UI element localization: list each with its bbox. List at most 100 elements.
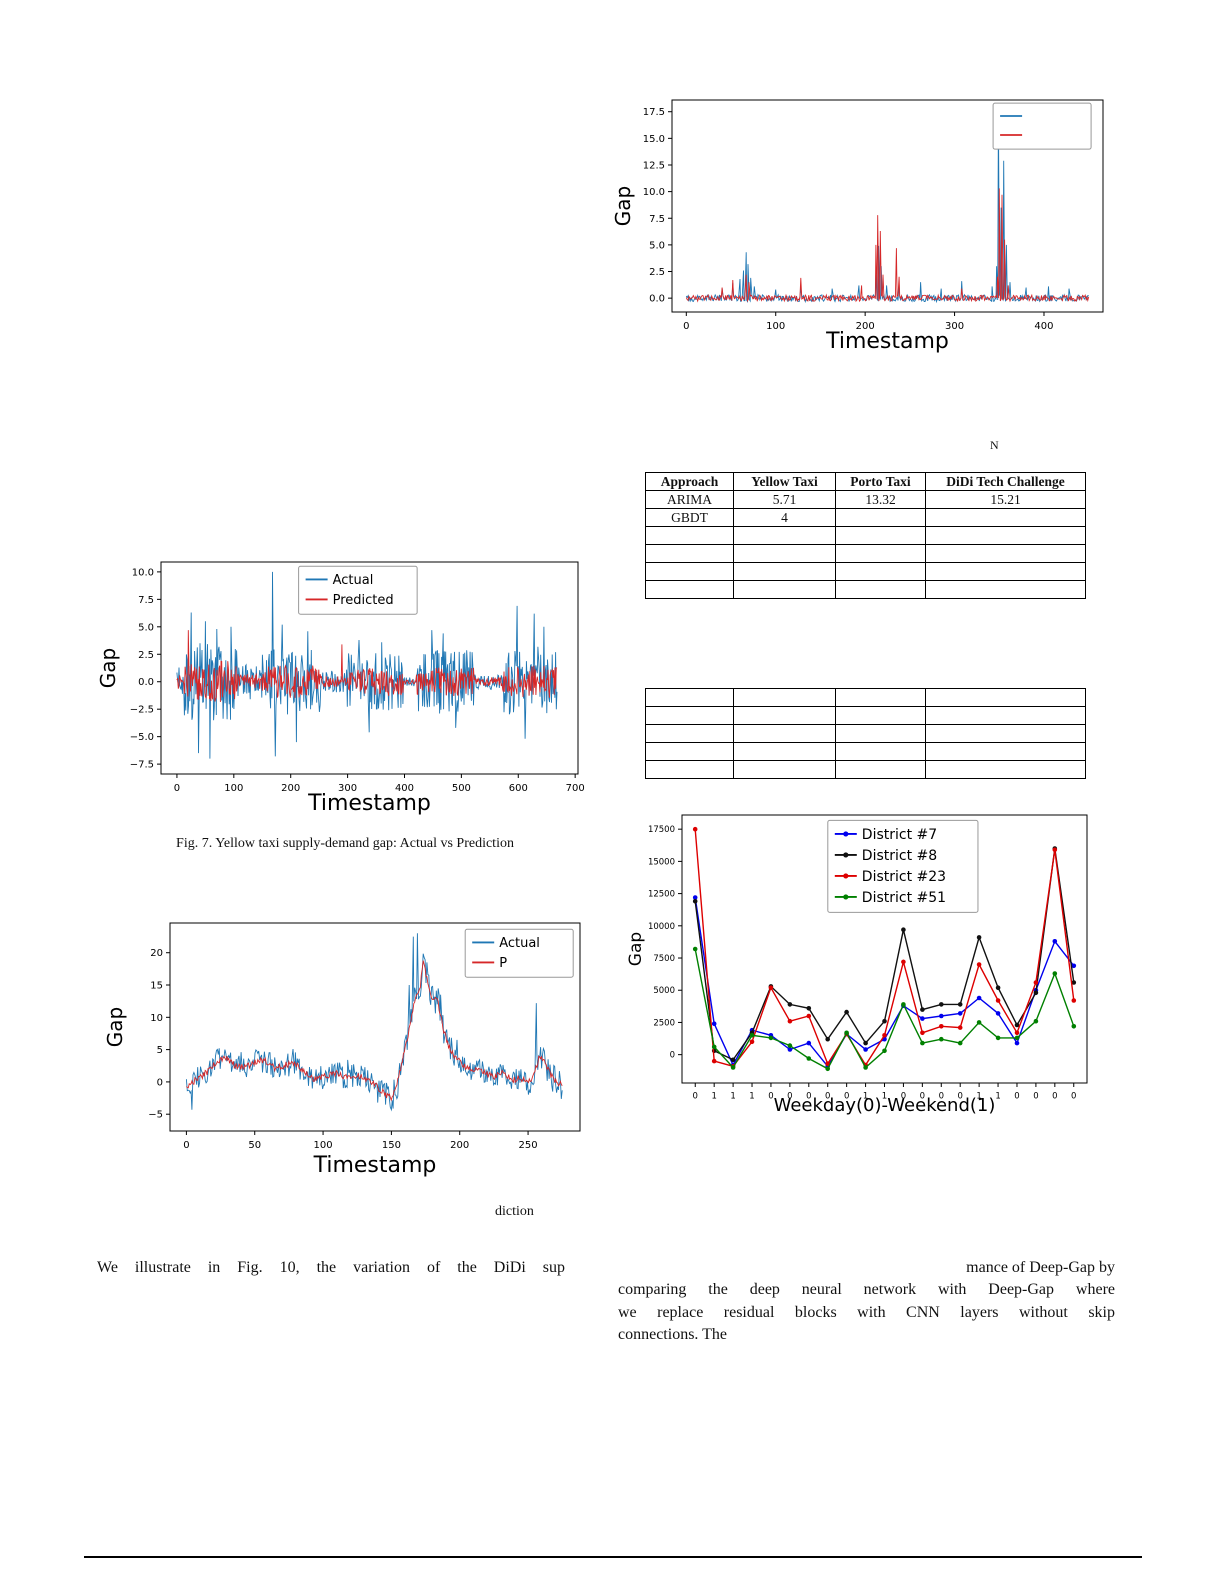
svg-text:Actual: Actual [499, 936, 540, 951]
table-header-row: Approach Yellow Taxi Porto Taxi DiDi Tech C… [645, 472, 1086, 491]
svg-text:200: 200 [450, 1140, 469, 1151]
table-cell: 13.32 [835, 490, 926, 509]
paragraph-line: connections. The [618, 1326, 728, 1344]
svg-text:0: 0 [693, 1092, 698, 1102]
svg-text:600: 600 [509, 783, 528, 794]
table-cell [925, 544, 1086, 563]
table-row [645, 562, 1086, 581]
table-row [645, 742, 1086, 761]
svg-text:1: 1 [995, 1092, 1000, 1102]
table-header-cell: Approach [645, 472, 734, 491]
svg-text:0: 0 [157, 1077, 163, 1088]
table-cell [733, 742, 836, 761]
table-row: GBDT 4 [645, 508, 1086, 527]
svg-text:−5: −5 [148, 1110, 163, 1121]
svg-text:0.0: 0.0 [138, 677, 154, 688]
table-cell [925, 562, 1086, 581]
right-column-paragraph: mance of Deep-Gap by comparing the deep … [618, 1257, 1115, 1347]
table-cell [733, 688, 836, 707]
table-header-cell: Yellow Taxi [733, 472, 836, 491]
svg-text:Gap: Gap [626, 932, 646, 966]
svg-text:10.0: 10.0 [643, 187, 665, 198]
table-cell: GBDT [645, 508, 734, 527]
table-cell [835, 526, 926, 545]
svg-text:1: 1 [730, 1092, 735, 1102]
svg-text:Actual: Actual [333, 573, 374, 588]
districts-gap-figure: 0 1 1 1 0 0 0 0 0 1 1 0 0 0 0 1 1 0 0 0 0 0 2500 5000 7500 10000 1… [625, 805, 1102, 1117]
svg-text:5.0: 5.0 [138, 622, 154, 633]
svg-text:12.5: 12.5 [643, 160, 665, 171]
svg-text:10000: 10000 [648, 922, 675, 932]
svg-text:100: 100 [314, 1140, 333, 1151]
table-cell [645, 760, 734, 779]
svg-text:0: 0 [1071, 1092, 1076, 1102]
partial-caption-fragment: diction [495, 1204, 534, 1219]
table-cell: 4 [733, 508, 836, 527]
table-cell [645, 742, 734, 761]
svg-text:250: 250 [519, 1140, 538, 1151]
svg-text:17500: 17500 [648, 825, 675, 835]
svg-text:7500: 7500 [653, 954, 675, 964]
svg-text:Predicted: Predicted [333, 593, 394, 608]
svg-text:District #51: District #51 [862, 890, 946, 906]
table-row: ARIMA 5.71 13.32 15.21 [645, 490, 1086, 509]
table-cell [645, 688, 734, 707]
svg-text:District #7: District #7 [862, 827, 937, 843]
table-row [645, 760, 1086, 779]
svg-text:0: 0 [901, 1092, 906, 1102]
svg-text:−5.0: −5.0 [130, 732, 154, 743]
svg-text:0.0: 0.0 [649, 294, 665, 305]
svg-text:0: 0 [787, 1092, 792, 1102]
svg-text:1: 1 [749, 1092, 754, 1102]
svg-text:Timestamp: Timestamp [307, 791, 431, 816]
fig7-yellow-taxi-gap-figure: 0 100 200 300 400 500 600 700 10.0 7.5 5.0 2.5 0.0 −2… [95, 552, 595, 816]
svg-text:1: 1 [863, 1092, 868, 1102]
svg-text:15: 15 [150, 981, 163, 992]
svg-text:1: 1 [711, 1092, 716, 1102]
svg-text:2500: 2500 [653, 1018, 675, 1028]
table-cell [925, 706, 1086, 725]
table-cell [645, 544, 734, 563]
svg-text:P: P [499, 956, 507, 971]
svg-text:12500: 12500 [648, 890, 675, 900]
svg-text:0: 0 [825, 1092, 830, 1102]
table-cell [645, 562, 734, 581]
table-cell [835, 706, 926, 725]
svg-text:Timestamp: Timestamp [313, 1153, 437, 1178]
svg-text:1: 1 [882, 1092, 887, 1102]
svg-text:0: 0 [844, 1092, 849, 1102]
svg-text:300: 300 [945, 321, 964, 332]
svg-text:0: 0 [683, 321, 689, 332]
svg-text:0: 0 [920, 1092, 925, 1102]
svg-text:0: 0 [1014, 1092, 1019, 1102]
svg-text:200: 200 [281, 783, 300, 794]
table-cell [733, 562, 836, 581]
table-row [645, 706, 1086, 725]
table-cell [925, 526, 1086, 545]
svg-text:300: 300 [338, 783, 357, 794]
svg-text:0: 0 [670, 1051, 675, 1061]
table-cell [835, 508, 926, 527]
results-table: Approach Yellow Taxi Porto Taxi DiDi Tech C… [645, 472, 1086, 599]
svg-text:700: 700 [566, 783, 585, 794]
table-cell [835, 544, 926, 563]
fig7-caption: Fig. 7. Yellow taxi supply-demand gap: A… [176, 836, 514, 851]
table-cell [645, 724, 734, 743]
svg-text:Gap: Gap [611, 186, 635, 226]
table-row [645, 688, 1086, 707]
table-cell [733, 724, 836, 743]
svg-text:150: 150 [382, 1140, 401, 1151]
table-cell [733, 526, 836, 545]
svg-text:15.0: 15.0 [643, 134, 665, 145]
svg-text:15000: 15000 [648, 857, 675, 867]
svg-text:Gap: Gap [103, 1007, 127, 1047]
table-cell [925, 688, 1086, 707]
table-cell [835, 724, 926, 743]
table-cell [645, 580, 734, 599]
svg-text:0: 0 [183, 1140, 189, 1151]
table-cell [835, 760, 926, 779]
table-row [645, 724, 1086, 743]
svg-text:5: 5 [157, 1045, 163, 1056]
svg-text:1: 1 [976, 1092, 981, 1102]
